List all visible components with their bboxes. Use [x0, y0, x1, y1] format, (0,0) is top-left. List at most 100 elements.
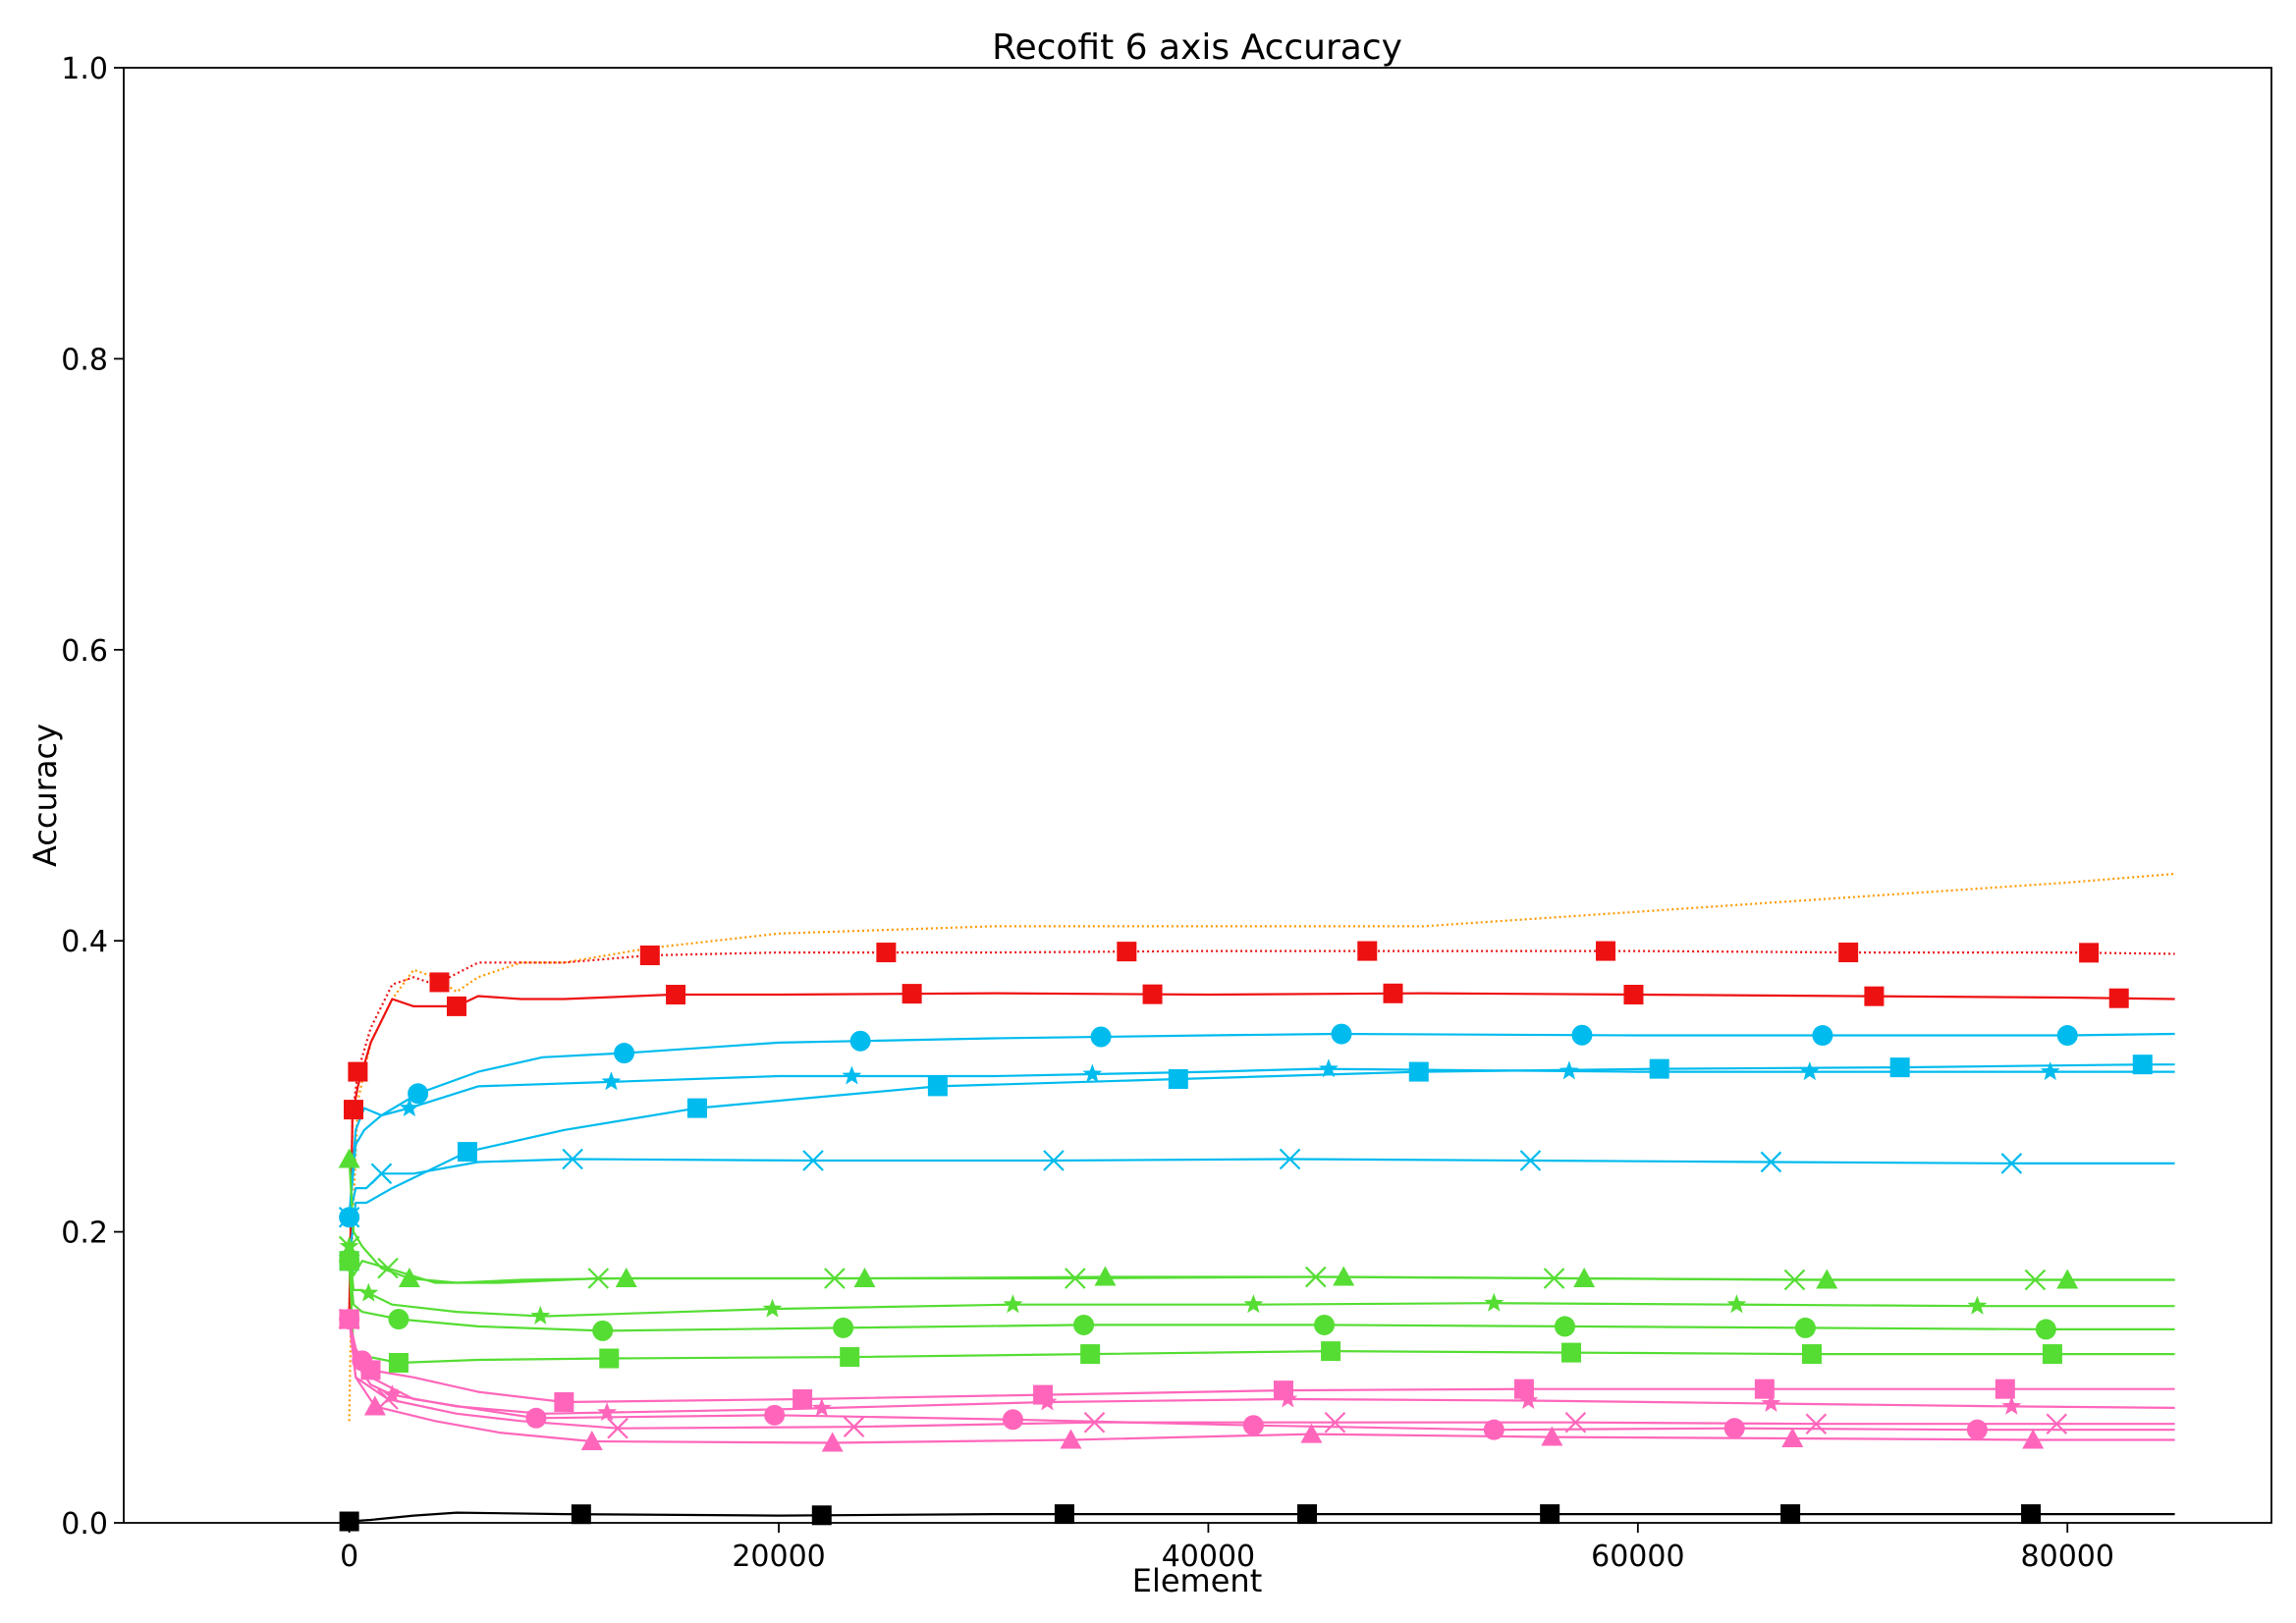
- series-11-marker: [1561, 1342, 1582, 1363]
- y-tick-label: 1.0: [61, 52, 108, 86]
- series-9-marker: [1243, 1294, 1264, 1314]
- series-6-marker: [338, 1207, 360, 1228]
- series-14-marker: [352, 1350, 373, 1372]
- series-1-marker: [876, 943, 897, 963]
- series-14-marker: [1723, 1418, 1745, 1439]
- series-6-marker: [562, 1148, 583, 1170]
- y-tick-label: 0.2: [61, 1217, 108, 1251]
- series-3-line: [348, 1032, 2175, 1217]
- series-10-marker: [1554, 1316, 1575, 1337]
- series-11-marker: [1801, 1344, 1822, 1365]
- series-3-marker: [614, 1043, 635, 1064]
- series-2-marker: [344, 1100, 364, 1120]
- series-12-marker: [1513, 1379, 1534, 1399]
- series-4-marker: [1082, 1063, 1103, 1083]
- series-2-marker: [1623, 985, 1644, 1005]
- series-3-marker: [2056, 1025, 2078, 1047]
- series-10-marker: [833, 1317, 854, 1338]
- series-3-marker: [408, 1083, 429, 1105]
- series-7-marker: [1333, 1266, 1355, 1286]
- x-tick-label: 20000: [732, 1540, 825, 1574]
- series-13-marker: [2001, 1395, 2022, 1415]
- series-12-marker: [554, 1391, 574, 1412]
- x-axis-title: Element: [1132, 1562, 1262, 1599]
- series-14-marker: [1242, 1415, 1264, 1436]
- series-17-marker: [2021, 1504, 2042, 1525]
- series-16-marker: [1300, 1423, 1323, 1443]
- series-16-marker: [580, 1431, 603, 1451]
- y-tick-label: 0.8: [61, 343, 108, 377]
- series-11-marker: [1321, 1341, 1341, 1362]
- y-tick-label: 0.0: [61, 1507, 108, 1542]
- y-axis-ticks: 0.0 0.2 0.4 0.6 0.8 1.0: [61, 52, 124, 1542]
- series-6-marker: [1519, 1150, 1542, 1171]
- series-15-marker: [1083, 1411, 1106, 1434]
- series-15-marker: [1805, 1413, 1828, 1434]
- series-7-marker: [398, 1268, 420, 1288]
- y-axis-title: Accuracy: [27, 724, 64, 867]
- series-15-marker: [1564, 1411, 1587, 1434]
- series-11-marker: [1080, 1344, 1101, 1365]
- series-13-marker: [597, 1402, 618, 1422]
- series-3-marker: [1331, 1023, 1352, 1045]
- x-axis-ticks: 0 20000 40000 60000 80000: [340, 1523, 2114, 1574]
- series-15-marker: [1324, 1411, 1346, 1434]
- series-14-marker: [764, 1404, 786, 1426]
- series-8-marker: [1543, 1268, 1565, 1289]
- chart-title: Recofit 6 axis Accuracy: [992, 27, 1402, 68]
- series-13-marker: [1037, 1391, 1058, 1411]
- series-1-marker: [1357, 941, 1378, 961]
- series-17-marker: [571, 1504, 591, 1525]
- series-11-marker: [388, 1352, 409, 1373]
- series-4-marker: [601, 1071, 622, 1091]
- series-7-marker: [615, 1268, 637, 1288]
- series-13-marker: [811, 1397, 832, 1417]
- series-2-marker: [902, 984, 922, 1004]
- series-17-marker: [1297, 1504, 1318, 1525]
- series-16-marker: [1060, 1429, 1082, 1449]
- series-14-marker: [525, 1407, 547, 1429]
- series-11-marker: [2042, 1344, 2062, 1365]
- series-5-marker: [457, 1142, 477, 1163]
- series-14-marker: [1483, 1419, 1504, 1440]
- series-4-marker: [399, 1098, 419, 1117]
- series-10-marker: [592, 1320, 614, 1341]
- series-15-marker: [377, 1388, 399, 1410]
- series-2-marker: [1142, 984, 1163, 1004]
- series-17-marker: [1780, 1504, 1801, 1525]
- series-4-marker: [1558, 1060, 1579, 1080]
- series-1-line: [348, 949, 2175, 1320]
- series-7-marker: [1094, 1266, 1117, 1286]
- series-5-marker: [927, 1076, 948, 1097]
- series-16-marker: [363, 1395, 386, 1416]
- series-5-marker: [1168, 1068, 1188, 1089]
- series-16-marker: [1541, 1426, 1563, 1446]
- series-10-marker: [2035, 1319, 2056, 1340]
- series-9-marker: [1967, 1295, 1988, 1315]
- series-9-marker: [358, 1282, 379, 1302]
- series-2-marker: [666, 985, 686, 1005]
- series-5-marker: [2132, 1055, 2153, 1075]
- y-tick-label: 0.6: [61, 634, 108, 669]
- series-11-marker: [339, 1251, 359, 1271]
- series-7-marker: [1816, 1269, 1838, 1289]
- series-2-marker: [446, 996, 466, 1016]
- series-3-marker: [849, 1030, 871, 1052]
- series-8-marker: [587, 1268, 610, 1289]
- series-1-marker: [1838, 943, 1859, 963]
- series-17-marker: [1054, 1504, 1074, 1525]
- series-8-marker: [1783, 1269, 1806, 1291]
- series-8-marker: [824, 1268, 846, 1289]
- series-6-marker: [802, 1150, 824, 1171]
- series-6-marker: [2000, 1153, 2023, 1174]
- series-10-marker: [388, 1309, 410, 1330]
- series-15-marker: [2046, 1413, 2068, 1434]
- series-9-marker: [1003, 1294, 1023, 1314]
- series-3-marker: [1812, 1025, 1833, 1047]
- series-11-marker: [840, 1347, 860, 1368]
- series-10-marker: [1314, 1314, 1336, 1335]
- series-3-marker: [1090, 1026, 1112, 1048]
- series-5-line: [348, 1063, 2175, 1262]
- series-9-marker: [530, 1305, 551, 1325]
